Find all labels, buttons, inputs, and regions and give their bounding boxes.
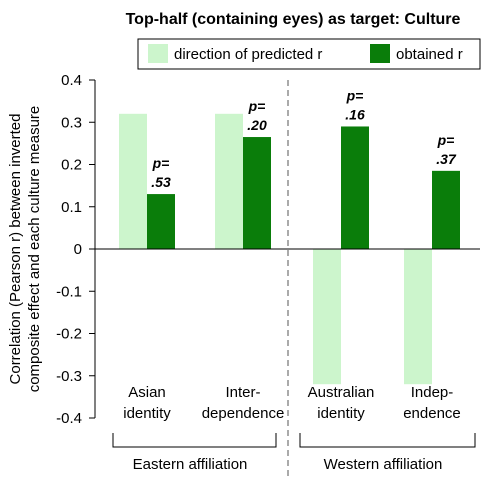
bars: [119, 113, 460, 385]
y-tick-label: -0.3: [56, 368, 82, 385]
legend: direction of predicted r obtained r: [137, 38, 481, 70]
bar-predicted: [404, 249, 432, 385]
group-bracket-eastern: [112, 433, 277, 448]
y-axis-label-line-2: composite effect and each culture measur…: [26, 106, 43, 393]
group-bracket-western: [299, 433, 476, 448]
category-label: identity: [317, 405, 365, 422]
p-label-value: .53: [151, 174, 171, 190]
y-tick-label: -0.4: [56, 410, 82, 427]
bar-obtained: [243, 137, 271, 249]
legend-label-obtained: obtained r: [396, 46, 463, 63]
bar-predicted: [215, 113, 243, 249]
y-axis-label: Correlation (Pearson r) between inverted…: [7, 106, 43, 393]
p-value-labels: p= .53 p= .20 p= .16 p= .37: [151, 87, 457, 190]
group-label-western: Western affiliation: [324, 456, 443, 473]
bar-obtained: [147, 194, 175, 249]
group-eastern: Eastern affiliation: [112, 433, 277, 473]
p-label-prefix: p=: [248, 98, 266, 114]
bar-predicted: [313, 249, 341, 385]
category-label: dependence: [202, 405, 285, 422]
p-label-prefix: p=: [346, 87, 364, 103]
y-tick-label: 0.3: [61, 114, 82, 131]
category-label: Indep-: [411, 384, 454, 401]
y-axis-label-line-1: Correlation (Pearson r) between inverted: [7, 114, 24, 385]
bar-predicted: [119, 113, 147, 249]
y-tick-label: 0.2: [61, 157, 82, 174]
p-label-prefix: p=: [437, 132, 455, 148]
y-tick-label: 0: [74, 241, 82, 258]
category-label: Asian: [128, 384, 166, 401]
chart-title: Top-half (containing eyes) as target: Cu…: [126, 11, 461, 28]
y-tick-label: -0.1: [56, 283, 82, 300]
p-label-value: .20: [247, 117, 267, 133]
legend-swatch-obtained: [370, 44, 390, 63]
y-axis-ticks: 0.4 0.3 0.2 0.1 0 -0.1 -0.2 -0.3 -0.4: [56, 72, 95, 427]
p-label-prefix: p=: [152, 155, 170, 171]
y-tick-label: -0.2: [56, 326, 82, 343]
p-label-value: .16: [345, 106, 365, 122]
category-label: Australian: [308, 384, 375, 401]
category-label: identity: [123, 405, 171, 422]
legend-label-predicted: direction of predicted r: [174, 46, 322, 63]
legend-swatch-predicted: [148, 44, 168, 63]
p-label-value: .37: [436, 151, 457, 167]
category-labels: Asian identity Inter-dependence Australian i…: [123, 384, 461, 422]
group-western: Western affiliation: [299, 433, 476, 473]
legend-box: [137, 38, 481, 70]
category-label: Inter-: [225, 384, 260, 401]
y-tick-label: 0.4: [61, 72, 82, 89]
category-label: endence: [403, 405, 461, 422]
group-label-eastern: Eastern affiliation: [133, 456, 248, 473]
bar-obtained: [341, 126, 369, 249]
bar-obtained: [432, 170, 460, 249]
y-tick-label: 0.1: [61, 199, 82, 216]
